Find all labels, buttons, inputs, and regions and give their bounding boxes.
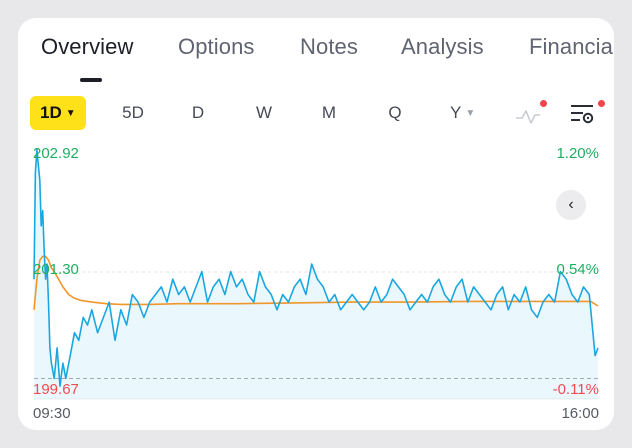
period-q-button[interactable]: Q: [388, 103, 402, 122]
price-low-label: 199.67: [33, 381, 79, 398]
time-start-label: 09:30: [33, 405, 71, 422]
stock-chart-card: Overview Options Notes Analysis Financia…: [18, 18, 614, 430]
chart-settings-button[interactable]: [567, 98, 605, 130]
period-d-button[interactable]: D: [191, 103, 205, 122]
indicator-button[interactable]: [512, 98, 547, 130]
tab-overview[interactable]: Overview: [41, 34, 134, 59]
period-y-label: Y: [450, 103, 462, 122]
intraday-chart[interactable]: [18, 18, 614, 430]
period-y-button[interactable]: Y ▼: [450, 96, 475, 130]
caret-down-icon: ▼: [465, 108, 476, 119]
tab-bar: Overview Options Notes Analysis Financia…: [18, 18, 614, 88]
collapse-panel-button[interactable]: ‹: [556, 190, 586, 220]
period-selector: 1D ▼ 5D D W M Q Y ▼: [18, 96, 614, 132]
price-area: [34, 149, 598, 399]
chart-settings-icon: [571, 105, 594, 124]
period-m-button[interactable]: M: [321, 103, 337, 122]
notification-dot: [598, 100, 605, 107]
percent-high-label: 1.20%: [556, 145, 599, 162]
tab-notes[interactable]: Notes: [300, 34, 358, 59]
time-end-label: 16:00: [561, 405, 599, 422]
period-5d-button[interactable]: 5D: [122, 103, 144, 122]
percent-mid-label: 0.54%: [556, 261, 599, 278]
active-tab-indicator: [80, 78, 102, 82]
percent-low-label: -0.11%: [552, 381, 599, 398]
trend-line-icon: [516, 110, 540, 124]
period-1d-label: 1D: [40, 103, 62, 122]
tab-analysis[interactable]: Analysis: [401, 34, 484, 59]
chevron-left-icon: ‹: [568, 196, 574, 213]
price-high-label: 202.92: [33, 145, 79, 162]
tab-financials[interactable]: Financials: [529, 34, 614, 59]
price-line: [33, 148, 599, 387]
period-1d-button[interactable]: 1D ▼: [30, 96, 86, 130]
period-w-button[interactable]: W: [255, 103, 273, 122]
caret-down-icon: ▼: [65, 108, 76, 119]
average-price-line: [33, 255, 599, 310]
notification-dot: [540, 100, 547, 107]
price-mid-label: 201.30: [33, 261, 79, 278]
tab-options[interactable]: Options: [178, 34, 255, 59]
